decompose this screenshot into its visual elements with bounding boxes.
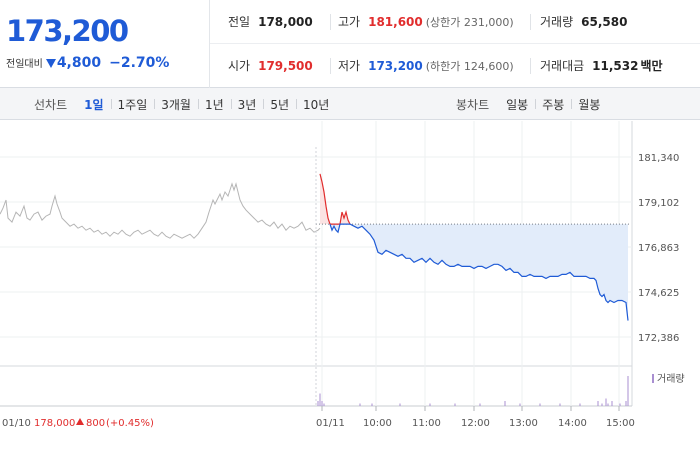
divider — [330, 14, 331, 30]
candle-tab-monthly[interactable]: 월봉 — [571, 96, 607, 113]
candle-chart-title: 봉차트 — [456, 97, 490, 112]
stat-label: 거래대금 — [540, 59, 585, 73]
current-price: 173,200 — [6, 14, 129, 48]
previous-day-date: 01/10 — [2, 418, 31, 429]
down-triangle-icon — [45, 59, 56, 68]
y-tick-label: 179,102 — [638, 198, 679, 209]
previous-day-line — [0, 182, 321, 239]
stats-panel: 전일 178,000 고가 181,600 (상한가 231,000) 거래량 65,5… — [210, 0, 700, 88]
candle-tab-weekly[interactable]: 주봉 — [535, 96, 571, 113]
below-reference-fill — [330, 224, 628, 321]
change-row: 전일대비 4,800 −2.70% — [6, 52, 169, 71]
stat-value: 173,200 — [368, 59, 423, 73]
today-line-above-reference — [319, 173, 351, 225]
stat-label: 시가 — [228, 59, 251, 73]
stat-unit: 백만 — [640, 59, 663, 73]
y-tick-label: 176,863 — [638, 243, 679, 254]
x-tick-label: 12:00 — [461, 418, 490, 429]
lower-limit-text: (하한가 124,600) — [425, 60, 514, 73]
change-percent: −2.70% — [109, 55, 170, 71]
period-tab-1w[interactable]: 1주일 — [110, 96, 155, 113]
y-tick-label: 181,340 — [638, 153, 679, 164]
stat-high: 고가 181,600 (상한가 231,000) — [338, 0, 514, 44]
x-tick-label: 13:00 — [509, 418, 538, 429]
above-reference-fill — [320, 173, 350, 225]
divider — [530, 58, 531, 74]
period-tab-10y[interactable]: 10년 — [296, 96, 336, 113]
price-box: 173,200 전일대비 4,800 −2.70% — [0, 0, 210, 88]
stat-low: 저가 173,200 (하한가 124,600) — [338, 44, 514, 88]
candle-tab-daily[interactable]: 일봉 — [506, 97, 529, 112]
period-tab-1d[interactable]: 1일 — [84, 97, 104, 112]
stats-row-1: 전일 178,000 고가 181,600 (상한가 231,000) 거래량 65,5… — [210, 0, 700, 44]
y-axis-labels: 181,340 179,102 176,863 174,625 172,386 — [638, 153, 679, 344]
stat-label: 저가 — [338, 59, 361, 73]
x-tick-label: 11:00 — [412, 418, 441, 429]
stat-label: 거래량 — [540, 15, 574, 29]
today-line-below-reference — [329, 223, 629, 321]
change-value: 4,800 — [56, 55, 102, 71]
y-tick-label: 174,625 — [638, 288, 679, 299]
divider — [330, 58, 331, 74]
x-axis: 01/11 10:00 11:00 12:00 13:00 14:00 15:00 01/10… — [2, 406, 635, 429]
stat-prev-close: 전일 178,000 — [228, 0, 313, 44]
y-tick-label: 172,386 — [638, 333, 679, 344]
previous-day-close: 178,000 — [34, 418, 75, 429]
quote-summary: 173,200 전일대비 4,800 −2.70% 전일 178,000 고가 181,… — [0, 0, 700, 88]
stat-value: 179,500 — [258, 59, 313, 73]
volume-legend-label: 거래량 — [657, 373, 685, 385]
divider — [530, 14, 531, 30]
period-tab-5y[interactable]: 5년 — [263, 96, 296, 113]
stat-label: 고가 — [338, 15, 361, 29]
previous-day-change: 800 — [86, 418, 105, 429]
chart-toolbar: 선차트 1일 1주일 3개월 1년 3년 5년 10년 봉차트 일봉 주봉 월봉 — [0, 88, 700, 120]
x-tick-label: 14:00 — [558, 418, 587, 429]
chart-marks — [0, 147, 630, 406]
up-triangle-icon — [76, 418, 84, 425]
stat-value: 178,000 — [258, 15, 313, 29]
x-tick-label: 10:00 — [363, 418, 392, 429]
volume-legend-swatch — [652, 374, 654, 383]
stat-label: 전일 — [228, 15, 251, 29]
stat-value: 181,600 — [368, 15, 423, 29]
x-tick-label: 15:00 — [606, 418, 635, 429]
period-tab-3y[interactable]: 3년 — [230, 96, 264, 113]
candle-chart-periods: 봉차트 일봉 주봉 월봉 — [456, 88, 607, 120]
previous-day-change-percent: (+0.45%) — [106, 418, 154, 429]
stat-open: 시가 179,500 — [228, 44, 313, 88]
stat-value: 65,580 — [581, 15, 628, 29]
line-chart-periods: 선차트 1일 1주일 3개월 1년 3년 5년 10년 — [34, 88, 336, 120]
stat-trade-value: 거래대금 11,532 백만 — [540, 44, 663, 88]
stats-row-2: 시가 179,500 저가 173,200 (하한가 124,600) 거래대금 11,… — [210, 44, 700, 88]
x-tick-label: 01/11 — [316, 418, 345, 429]
volume-bars: 거래량 — [317, 373, 685, 406]
change-label: 전일대비 — [6, 59, 43, 70]
upper-limit-text: (상한가 231,000) — [425, 16, 514, 29]
period-tab-1y[interactable]: 1년 — [197, 96, 231, 113]
stat-value: 11,532 — [592, 59, 639, 73]
period-tab-3m[interactable]: 3개월 — [154, 96, 198, 113]
line-chart-title: 선차트 — [34, 97, 68, 112]
stat-volume: 거래량 65,580 — [540, 0, 627, 44]
